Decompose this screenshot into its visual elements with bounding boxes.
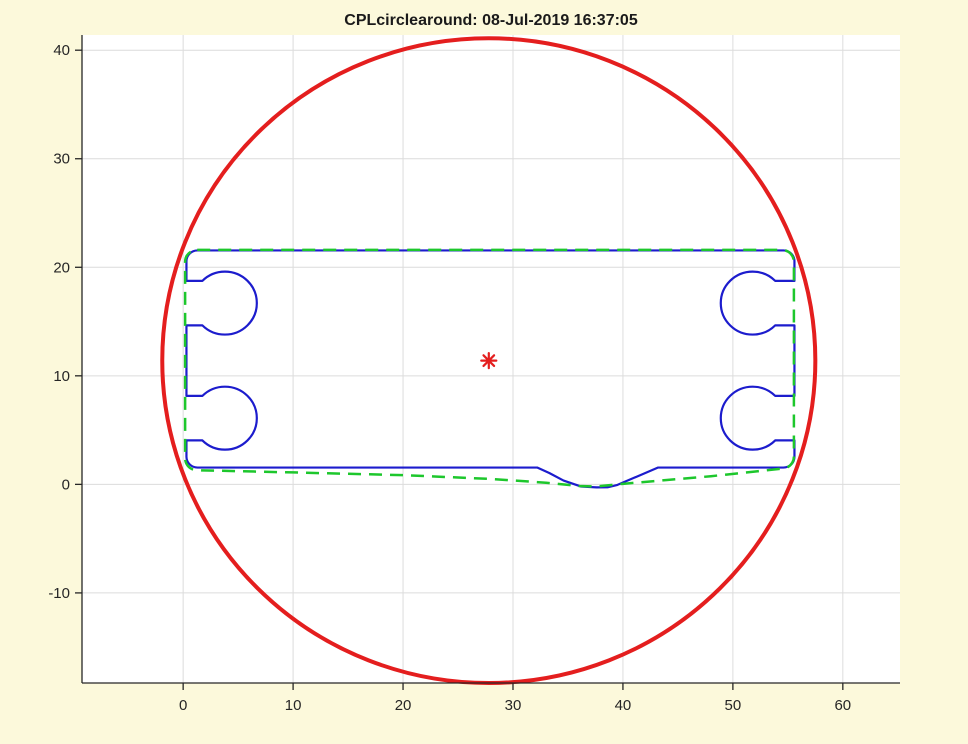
- axes: [75, 35, 900, 690]
- tick-labels: 0 10 20 30 40 50 60 -10 0 10 20 30 40: [48, 42, 851, 714]
- y-tick-label: 30: [53, 151, 70, 168]
- y-tick-label: 0: [62, 476, 70, 493]
- part-outline-path: [185, 249, 796, 489]
- x-tick-label: 10: [285, 697, 302, 714]
- y-tick-label: 10: [53, 368, 70, 385]
- envelope-outline-path: [183, 248, 796, 488]
- chart-title: CPLcirclearound: 08-Jul-2019 16:37:05: [344, 12, 638, 29]
- x-tick-label: 20: [395, 697, 412, 714]
- x-tick-label: 30: [505, 697, 522, 714]
- asterisk-spoke: [482, 354, 496, 368]
- x-tick-label: 60: [834, 697, 851, 714]
- grid-lines: [82, 35, 900, 683]
- y-tick-label: -10: [48, 585, 70, 602]
- center-asterisk-marker: [480, 352, 498, 370]
- y-tick-label: 40: [53, 42, 70, 59]
- x-tick-label: 40: [615, 697, 632, 714]
- x-tick-label: 0: [179, 697, 187, 714]
- x-tick-label: 50: [725, 697, 742, 714]
- y-tick-label: 20: [53, 259, 70, 276]
